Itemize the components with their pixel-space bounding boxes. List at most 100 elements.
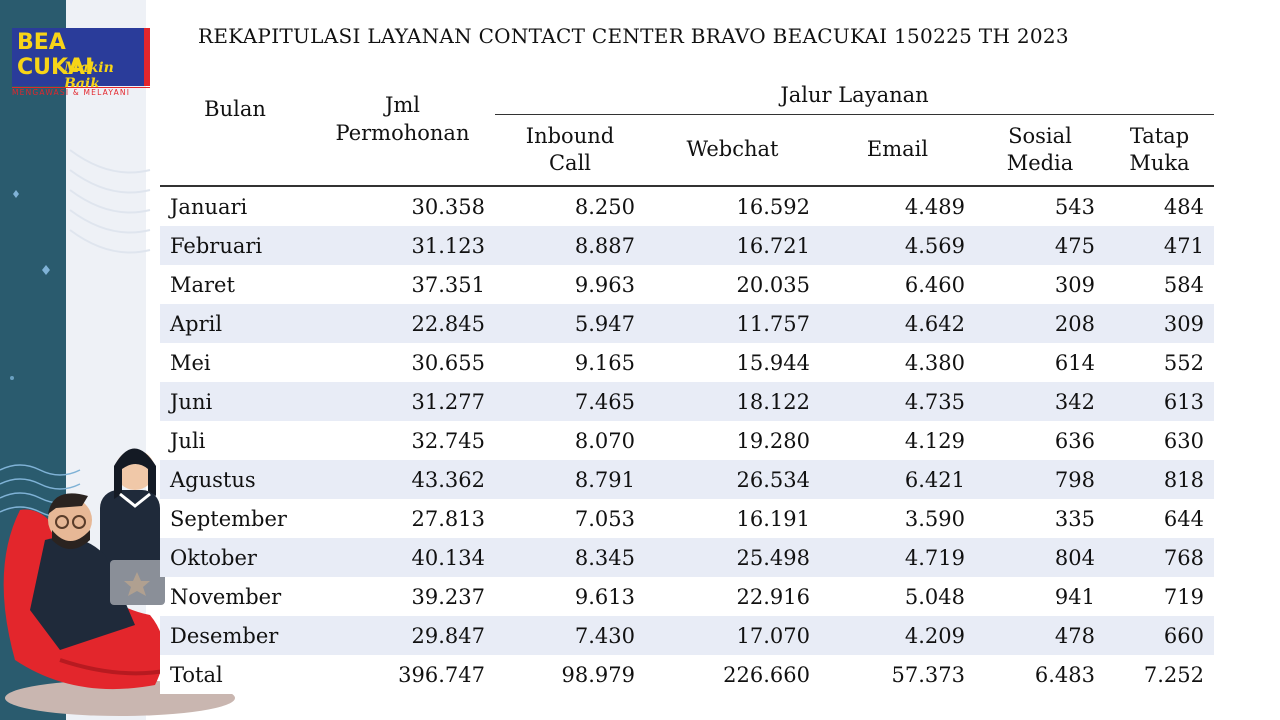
cell-tatap-muka: 818 [1105, 460, 1214, 499]
cell-webchat: 16.592 [736, 194, 810, 219]
cell-sosial-media: 941 [1054, 584, 1095, 609]
bea-cukai-logo: BEA CUKAI Makin Baik MENGAWASI & MELAYAN… [12, 28, 150, 97]
cell-email: 4.719 [820, 538, 975, 577]
header-webchat: Webchat [645, 114, 820, 187]
cell-inbound-call: 7.430 [495, 616, 645, 655]
cell-tatap-muka: 613 [1105, 382, 1214, 421]
cell-tatap-muka: 768 [1105, 538, 1214, 577]
cell-webchat: 22.916 [736, 584, 810, 609]
cell-webchat: 11.757 [645, 304, 820, 343]
cell-tatap-muka: 719 [1163, 584, 1204, 609]
cell-webchat: 17.070 [645, 616, 820, 655]
cell-jml-permohonan: 32.745 [411, 428, 485, 453]
header-jml-permohonan: Jml Permohonan [310, 78, 495, 187]
cell-webchat: 226.660 [645, 655, 820, 694]
cell-tatap-muka: 471 [1105, 226, 1214, 265]
cell-webchat: 25.498 [645, 538, 820, 577]
table-row: Oktober 40.134 8.345 25.498 4.719 804 768 [160, 538, 1214, 577]
cell-month: Agustus [160, 460, 310, 499]
cell-month: September [170, 506, 287, 531]
cell-webchat: 19.280 [736, 428, 810, 453]
cell-jml-permohonan: 31.123 [310, 226, 495, 265]
cell-tatap-muka: 630 [1163, 428, 1204, 453]
cell-inbound-call: 9.165 [574, 350, 635, 375]
table-body: Januari 30.358 8.250 16.592 4.489 543 484 Febru… [160, 186, 1214, 694]
cell-email: 5.048 [904, 584, 965, 609]
cell-month: November [170, 584, 282, 609]
cell-webchat: 16.721 [645, 226, 820, 265]
table-row: Februari 31.123 8.887 16.721 4.569 475 471 [160, 226, 1214, 265]
cell-month: Januari [170, 194, 248, 219]
cell-jml-permohonan: 396.747 [310, 655, 495, 694]
cell-sosial-media: 798 [975, 460, 1105, 499]
logo-title: BEA CUKAI [17, 30, 94, 80]
cell-month: Juli [170, 428, 206, 453]
cell-inbound-call: 7.053 [574, 506, 635, 531]
cell-sosial-media: 636 [1054, 428, 1095, 453]
header-bulan: Bulan [160, 78, 310, 187]
table-row: April 22.845 5.947 11.757 4.642 208 309 [160, 304, 1214, 343]
cell-month: Total [160, 655, 310, 694]
cell-tatap-muka: 552 [1163, 350, 1204, 375]
cell-tatap-muka: 484 [1163, 194, 1204, 219]
cell-webchat: 26.534 [645, 460, 820, 499]
cell-tatap-muka: 584 [1163, 272, 1204, 297]
table-row: Agustus 43.362 8.791 26.534 6.421 798 818 [160, 460, 1214, 499]
cell-email: 4.642 [820, 304, 975, 343]
cell-inbound-call: 8.887 [495, 226, 645, 265]
cell-month: Mei [170, 350, 211, 375]
cell-tatap-muka: 644 [1163, 506, 1204, 531]
cell-email: 6.421 [820, 460, 975, 499]
cell-sosial-media: 309 [1054, 272, 1095, 297]
page-title: REKAPITULASI LAYANAN CONTACT CENTER BRAV… [198, 24, 1069, 48]
cell-webchat: 20.035 [736, 272, 810, 297]
cell-email: 4.569 [820, 226, 975, 265]
header-tatap-muka: Tatap Muka [1105, 114, 1214, 187]
cell-email: 4.735 [820, 382, 975, 421]
logo-subtitle: MENGAWASI & MELAYANI [12, 87, 150, 97]
cell-inbound-call: 8.791 [495, 460, 645, 499]
cell-month: Februari [160, 226, 310, 265]
cell-month: April [160, 304, 310, 343]
cell-sosial-media: 6.483 [975, 655, 1105, 694]
cell-inbound-call: 8.070 [574, 428, 635, 453]
cell-email: 6.460 [904, 272, 965, 297]
cell-jml-permohonan: 39.237 [411, 584, 485, 609]
cell-jml-permohonan: 31.277 [310, 382, 495, 421]
table-row: Desember 29.847 7.430 17.070 4.209 478 660 [160, 616, 1214, 655]
cell-jml-permohonan: 43.362 [310, 460, 495, 499]
table-row: Maret 37.351 9.963 20.035 6.460 309 584 [160, 265, 1214, 304]
cell-inbound-call: 98.979 [495, 655, 645, 694]
logo-tagline: Makin Baik [64, 60, 114, 92]
cell-jml-permohonan: 30.655 [411, 350, 485, 375]
cell-jml-permohonan: 27.813 [411, 506, 485, 531]
cell-tatap-muka: 7.252 [1105, 655, 1214, 694]
cell-month: Juni [160, 382, 310, 421]
cell-inbound-call: 9.613 [574, 584, 635, 609]
cell-webchat: 16.191 [736, 506, 810, 531]
cell-email: 57.373 [820, 655, 975, 694]
cell-jml-permohonan: 37.351 [411, 272, 485, 297]
cell-email: 4.129 [904, 428, 965, 453]
cell-jml-permohonan: 30.358 [411, 194, 485, 219]
cell-inbound-call: 8.345 [495, 538, 645, 577]
table-row: Mei 30.655 9.165 15.944 4.380 614 552 [160, 343, 1214, 382]
table-row: Januari 30.358 8.250 16.592 4.489 543 484 [160, 186, 1214, 226]
cell-tatap-muka: 309 [1105, 304, 1214, 343]
cell-month: Oktober [160, 538, 310, 577]
cell-inbound-call: 8.250 [574, 194, 635, 219]
cell-email: 4.209 [820, 616, 975, 655]
header-sosial-media: Sosial Media [975, 114, 1105, 187]
cell-sosial-media: 804 [975, 538, 1105, 577]
cell-email: 3.590 [904, 506, 965, 531]
cell-month: Desember [160, 616, 310, 655]
header-inbound-call: Inbound Call [495, 114, 645, 187]
service-recap-table: Bulan Jml Permohonan Jalur Layanan Inbou… [160, 78, 1214, 694]
table-row: Juni 31.277 7.465 18.122 4.735 342 613 [160, 382, 1214, 421]
cell-month: Maret [170, 272, 235, 297]
cell-jml-permohonan: 40.134 [310, 538, 495, 577]
cell-email: 4.380 [904, 350, 965, 375]
cell-jml-permohonan: 29.847 [310, 616, 495, 655]
logo-box: BEA CUKAI Makin Baik [12, 28, 150, 92]
header-jalur-layanan: Jalur Layanan [495, 78, 1214, 115]
